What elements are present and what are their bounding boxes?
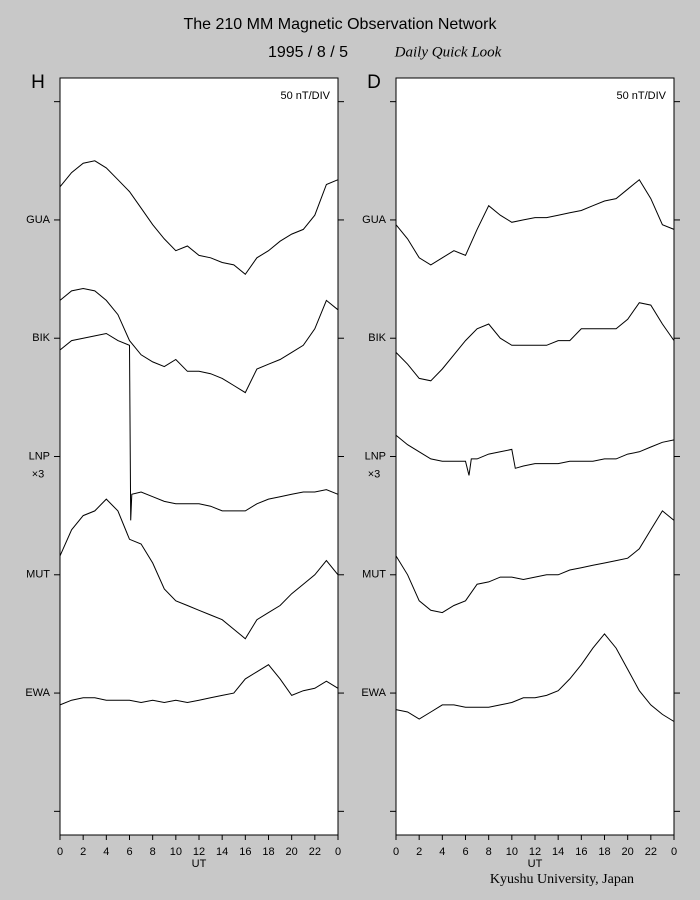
station-label: BIK <box>368 332 386 344</box>
footer: Kyushu University, Japan <box>490 872 634 887</box>
x-tick-label: 16 <box>239 846 251 858</box>
station-label: EWA <box>25 687 50 699</box>
station-label: EWA <box>361 687 386 699</box>
x-tick-label: 4 <box>439 846 445 858</box>
x-tick-label: 6 <box>462 846 468 858</box>
trace <box>59 498 339 640</box>
plot-area <box>59 77 339 836</box>
station-label: GUA <box>26 214 51 226</box>
station-label: MUT <box>26 569 50 581</box>
x-tick-label: 10 <box>170 846 182 858</box>
x-tick-label: 14 <box>552 846 564 858</box>
x-tick-label: 18 <box>262 846 274 858</box>
x-tick-label: 8 <box>486 846 492 858</box>
date: 1995 / 8 / 5 <box>268 44 348 61</box>
trace <box>59 160 339 276</box>
x-tick-label: 20 <box>622 846 634 858</box>
x-tick-label: 22 <box>309 846 321 858</box>
x-tick-label: 18 <box>598 846 610 858</box>
x-tick-label: 14 <box>216 846 228 858</box>
station-label: MUT <box>362 569 386 581</box>
x-tick-label: 0 <box>393 846 399 858</box>
page-title: The 210 MM Magnetic Observation Network <box>183 16 497 33</box>
panel-letter: D <box>367 72 381 93</box>
plot-area <box>395 77 675 836</box>
x-tick-label: 0 <box>671 846 677 858</box>
trace <box>395 633 675 722</box>
x-tick-label: 6 <box>126 846 132 858</box>
trace <box>59 332 339 521</box>
x-tick-label: 12 <box>193 846 205 858</box>
x-tick-label: 8 <box>150 846 156 858</box>
x-tick-label: 12 <box>529 846 541 858</box>
x-tick-label: 16 <box>575 846 587 858</box>
trace <box>395 434 675 476</box>
subtitle: Daily Quick Look <box>394 44 502 60</box>
x-tick-label: 20 <box>286 846 298 858</box>
panel-letter: H <box>31 72 45 93</box>
scale-label: 50 nT/DIV <box>616 90 666 102</box>
station-label: BIK <box>32 332 50 344</box>
scale-label: 50 nT/DIV <box>280 90 330 102</box>
trace <box>59 287 339 394</box>
station-label: LNP <box>365 450 386 462</box>
x-axis-label: UT <box>192 858 207 870</box>
trace <box>395 510 675 614</box>
station-label: LNP <box>29 450 50 462</box>
x-tick-label: 2 <box>80 846 86 858</box>
station-label: GUA <box>362 214 387 226</box>
x-tick-label: 0 <box>57 846 63 858</box>
x-tick-label: 0 <box>335 846 341 858</box>
trace <box>59 664 339 706</box>
x-tick-label: 10 <box>506 846 518 858</box>
station-note: ×3 <box>32 468 45 480</box>
trace <box>395 178 675 266</box>
x-tick-label: 22 <box>645 846 657 858</box>
x-axis-label: UT <box>528 858 543 870</box>
station-note: ×3 <box>368 468 381 480</box>
x-tick-label: 2 <box>416 846 422 858</box>
trace <box>395 302 675 382</box>
x-tick-label: 4 <box>103 846 109 858</box>
